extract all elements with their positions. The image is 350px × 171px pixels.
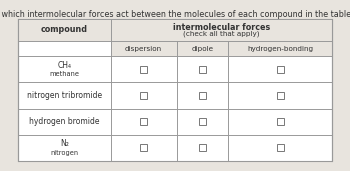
Text: CH₄: CH₄ [57,61,71,70]
Text: intermolecular forces: intermolecular forces [173,23,270,31]
Bar [199,66,206,73]
Text: methane: methane [49,71,79,77]
Text: dipole: dipole [191,45,214,51]
Bar [140,66,147,73]
Bar [199,92,206,99]
Bar [277,144,284,151]
Text: N₂: N₂ [60,139,69,148]
Bar [199,144,206,151]
Bar [277,118,284,125]
Bar [111,41,332,56]
Text: hydrogen bromide: hydrogen bromide [29,117,99,126]
Text: nitrogen: nitrogen [50,150,78,156]
Bar [18,19,332,41]
Text: (check all that apply): (check all that apply) [183,31,260,37]
Bar [277,92,284,99]
Text: nitrogen tribromide: nitrogen tribromide [27,91,102,100]
Bar [140,144,147,151]
Bar [277,66,284,73]
Text: compound: compound [41,25,88,35]
Text: hydrogen-bonding: hydrogen-bonding [247,45,313,51]
Bar [140,118,147,125]
Text: dispersion: dispersion [125,45,162,51]
Bar [140,92,147,99]
Bar [199,118,206,125]
Text: Decide which intermolecular forces act between the molecules of each compound in: Decide which intermolecular forces act b… [0,10,350,19]
Bar [18,19,332,161]
